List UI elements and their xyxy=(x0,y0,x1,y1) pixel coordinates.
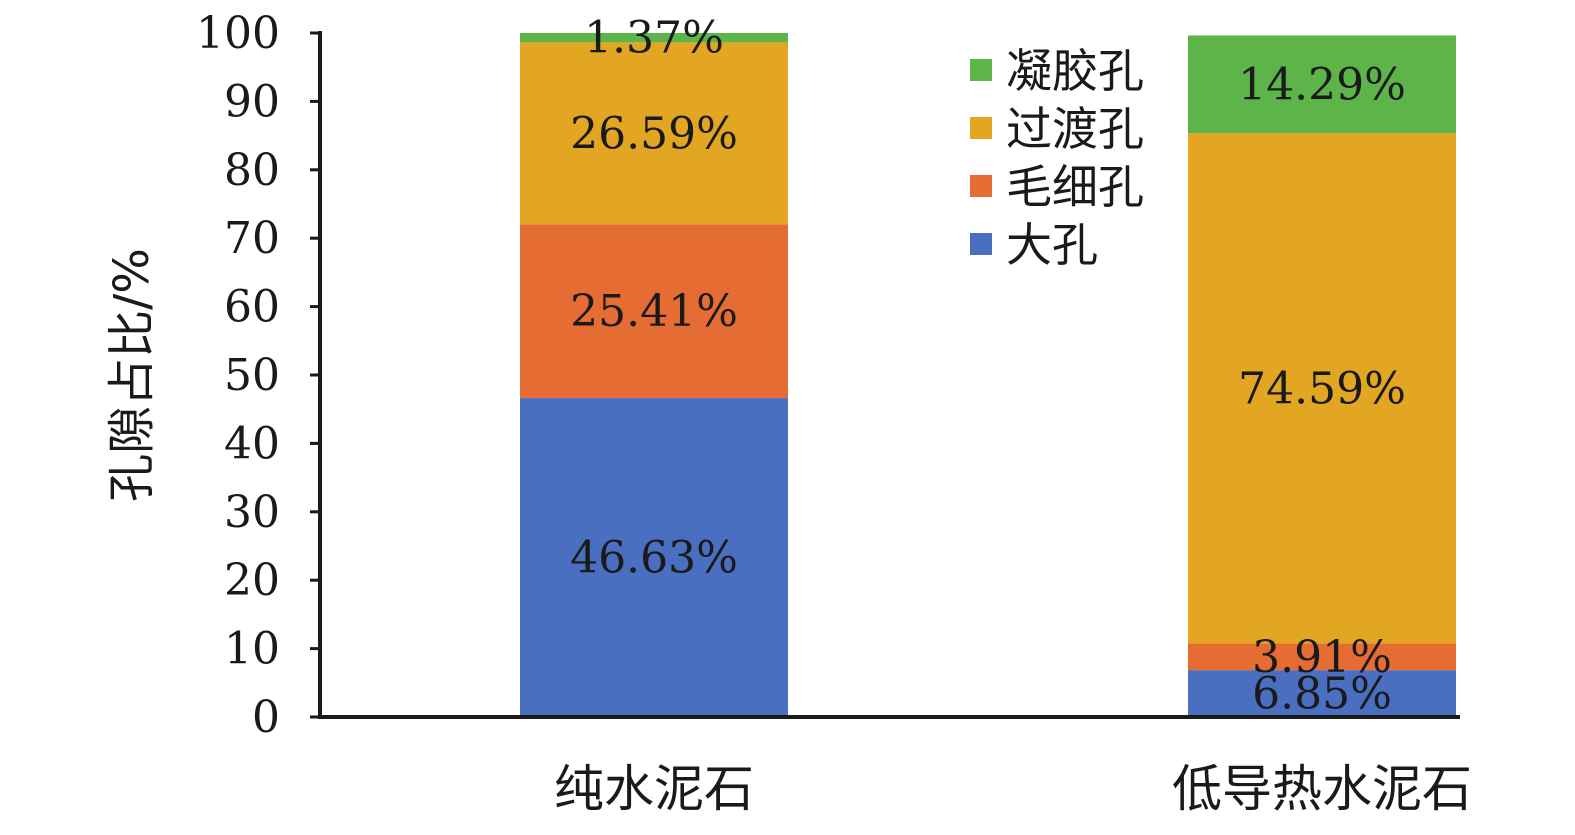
data-label: 25.41% xyxy=(570,286,738,337)
legend-swatch xyxy=(970,117,992,139)
legend-label: 大孔 xyxy=(1006,218,1098,272)
x-tick-label: 纯水泥石 xyxy=(554,760,754,818)
y-tick-label: 30 xyxy=(224,487,280,538)
legend-label: 毛细孔 xyxy=(1006,160,1144,214)
legend-label: 凝胶孔 xyxy=(1006,44,1144,98)
bars-group xyxy=(520,33,1456,717)
bar-segment xyxy=(520,42,788,225)
y-tick-label: 20 xyxy=(224,555,280,606)
data-label: 74.59% xyxy=(1238,363,1406,414)
axes-group: 0 10 20 30 40 50 60 70 80 90 100 纯水泥石 低导热水泥石 xyxy=(196,8,1472,818)
bar-segment xyxy=(1188,670,1456,717)
data-labels-group: 46.63% 25.41% 26.59% 1.37% 6.85%3.91% 74.59% 1… xyxy=(570,13,1406,720)
y-tick-label: 80 xyxy=(224,145,280,196)
bar-segment xyxy=(520,224,788,399)
x-tick-label: 低导热水泥石 xyxy=(1172,760,1472,818)
legend-swatch xyxy=(970,175,992,197)
data-label: 46.63% xyxy=(570,533,738,584)
y-tick-label: 60 xyxy=(224,282,280,333)
data-label: 14.29% xyxy=(1238,59,1406,110)
legend-label: 过渡孔 xyxy=(1006,102,1144,156)
legend-swatch xyxy=(970,233,992,255)
bar-segment xyxy=(520,398,788,717)
bar-segment xyxy=(1188,643,1456,671)
data-label: 3.91% xyxy=(1252,632,1392,683)
legend-swatch xyxy=(970,59,992,81)
y-tick-label: 10 xyxy=(224,624,280,675)
y-tick-label: 100 xyxy=(196,8,280,59)
y-tick-label: 0 xyxy=(252,692,280,743)
bar-segment xyxy=(1188,133,1456,644)
y-axis-label: 孔隙占比/% xyxy=(104,248,160,502)
data-label: 6.85% xyxy=(1252,669,1392,720)
y-tick-label: 90 xyxy=(224,76,280,127)
bar-segment xyxy=(1188,35,1456,134)
y-tick-label: 70 xyxy=(224,213,280,264)
y-tick-label: 40 xyxy=(224,418,280,469)
data-label: 26.59% xyxy=(570,108,738,159)
bar-segment xyxy=(520,33,788,43)
y-tick-label: 50 xyxy=(224,350,280,401)
data-label: 1.37% xyxy=(584,13,724,64)
